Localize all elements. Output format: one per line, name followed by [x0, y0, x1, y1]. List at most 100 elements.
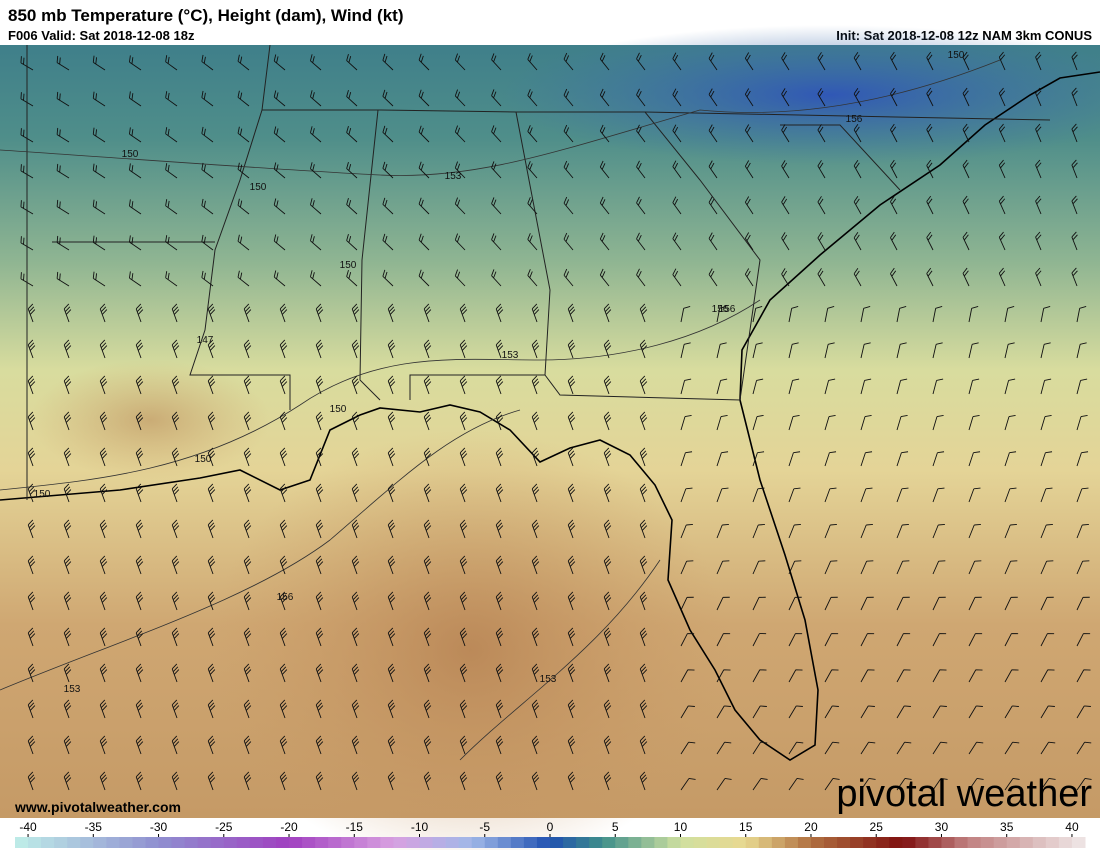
wind-barb	[351, 771, 360, 791]
wind-barb	[636, 268, 646, 287]
colorbar-swatch	[484, 837, 499, 848]
colorbar-swatch	[445, 837, 460, 848]
wind-barb	[817, 88, 826, 107]
wind-barb	[639, 699, 648, 719]
wind-barb	[1076, 524, 1089, 539]
wind-barb	[752, 306, 763, 323]
wind-barb	[279, 519, 288, 539]
wind-barb	[454, 125, 466, 143]
wind-barb	[201, 198, 214, 215]
wind-barb	[563, 232, 574, 251]
wind-barb	[599, 124, 610, 143]
wind-barb	[243, 339, 252, 359]
wind-barb	[896, 596, 910, 611]
wind-barb	[99, 627, 108, 647]
wind-barb	[752, 669, 767, 683]
wind-barb	[279, 555, 288, 575]
wind-barb	[567, 339, 576, 359]
wind-barb	[495, 771, 504, 791]
wind-barb	[279, 771, 288, 791]
wind-barb	[788, 778, 804, 791]
wind-barb	[781, 268, 790, 287]
wind-barb	[315, 555, 324, 575]
colorbar-swatch	[954, 837, 969, 848]
wind-barb	[639, 411, 648, 431]
wind-barb	[273, 90, 286, 107]
wind-barb	[273, 54, 286, 71]
wind-barb	[636, 160, 646, 179]
wind-barb	[716, 669, 731, 683]
wind-barb	[99, 519, 108, 539]
wind-barb	[603, 555, 612, 575]
wind-barb	[63, 735, 72, 755]
colorbar-swatch	[732, 837, 747, 848]
wind-barb	[752, 342, 763, 359]
wind-barb	[998, 267, 1006, 287]
wind-barb	[454, 161, 466, 179]
wind-barb	[423, 591, 432, 611]
wind-barb	[1040, 414, 1052, 431]
wind-barb	[998, 231, 1006, 251]
wind-barb	[129, 163, 142, 179]
wind-barb	[135, 735, 144, 755]
wind-barb	[932, 560, 946, 575]
wind-barb	[387, 339, 396, 359]
colorbar-swatch	[458, 837, 473, 848]
wind-barb	[527, 53, 538, 71]
wind-barb	[459, 303, 468, 323]
wind-barb	[351, 591, 360, 611]
wind-barb	[418, 53, 430, 71]
wind-barb	[351, 339, 360, 359]
wind-barb	[1040, 524, 1053, 539]
wind-barb	[382, 89, 394, 107]
colorbar-swatch	[536, 837, 551, 848]
wind-barb	[788, 705, 803, 719]
wind-barb	[165, 235, 178, 251]
wind-barb	[56, 235, 70, 251]
colorbar-swatch	[432, 837, 447, 848]
colorbar-swatch	[236, 837, 251, 848]
wind-barb	[459, 771, 468, 791]
wind-barb	[896, 451, 909, 467]
wind-barb	[135, 411, 144, 431]
wind-barb	[92, 91, 106, 107]
wind-barb	[672, 196, 682, 215]
wind-barb	[387, 627, 396, 647]
wind-barb	[672, 232, 682, 251]
wind-barb	[639, 303, 648, 323]
wind-barb	[567, 663, 576, 683]
wind-barb	[423, 735, 432, 755]
wind-barb	[310, 90, 322, 107]
wind-barb	[491, 197, 502, 215]
wind-barb	[639, 447, 648, 467]
wind-barb	[1071, 195, 1078, 215]
wind-barb	[418, 125, 430, 143]
wind-barb	[744, 232, 754, 251]
wind-barb	[599, 160, 610, 179]
wind-barb	[680, 487, 693, 503]
wind-barb	[454, 269, 466, 287]
colorbar-swatch	[210, 837, 225, 848]
wind-barb	[567, 519, 576, 539]
wind-barb	[824, 451, 837, 467]
wind-barb	[454, 233, 466, 251]
wind-barb	[201, 54, 214, 71]
wind-barb	[1040, 378, 1052, 395]
wind-barb	[744, 88, 754, 107]
wind-barb	[92, 55, 106, 71]
wind-barb	[752, 524, 765, 539]
wind-barb	[129, 91, 142, 107]
wind-barb	[860, 414, 872, 431]
colorbar-swatch	[328, 837, 342, 848]
wind-barb	[531, 411, 540, 431]
wind-barb	[495, 411, 504, 431]
wind-barb	[1035, 123, 1042, 143]
wind-barb	[968, 633, 983, 647]
wind-barb	[531, 483, 540, 503]
wind-barb	[1004, 778, 1020, 791]
wind-barb	[346, 233, 358, 251]
colorbar-swatch	[523, 837, 538, 848]
wind-barb	[315, 483, 324, 503]
colorbar-tick-label: -5	[479, 820, 490, 834]
wind-barb	[346, 89, 358, 107]
